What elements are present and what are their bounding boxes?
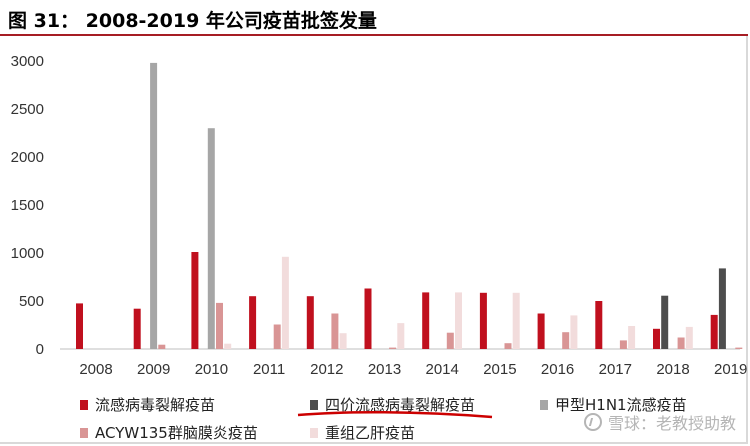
legend-swatch <box>310 427 318 438</box>
bar-4-2019 <box>735 347 743 349</box>
bar-1-2019 <box>710 314 718 349</box>
bar-4-2011 <box>273 324 281 349</box>
x-tick-label: 2018 <box>656 361 689 378</box>
bar-chart: 0 500 1000 1500 2000 2500 3000 2008 2009 2010 2011… <box>11 53 748 378</box>
legend-label: 四价流感病毒裂解疫苗 <box>325 396 476 414</box>
y-tick-label: 2500 <box>11 101 44 118</box>
bar-2-2019 <box>718 268 726 349</box>
watermark-text: 雪球：老教授助教 <box>607 414 736 433</box>
y-tick-label: 2000 <box>11 149 44 166</box>
x-tick-label: 2015 <box>483 361 516 378</box>
bar-1-2009 <box>133 308 141 349</box>
bar-1-2010 <box>191 252 199 349</box>
y-tick-label: 0 <box>36 341 44 358</box>
bar-5-2018 <box>685 326 693 349</box>
legend-label: 重组乙肝疫苗 <box>325 424 416 442</box>
bar-1-2016 <box>537 313 545 349</box>
y-tick-label: 500 <box>19 293 44 310</box>
y-tick-label: 1500 <box>11 197 44 214</box>
x-tick-label: 2017 <box>599 361 632 378</box>
y-tick-label: 3000 <box>11 53 44 70</box>
bar-5-2014 <box>455 292 462 349</box>
x-tick-label: 2008 <box>79 361 112 378</box>
bar-3-2009 <box>150 62 158 350</box>
bar-4-2016 <box>562 332 570 349</box>
watermark: 雪球：老教授助教 <box>583 410 736 434</box>
bar-4-2012 <box>331 313 339 349</box>
bar-1-2015 <box>479 292 487 349</box>
bar-1-2017 <box>595 301 603 349</box>
bar-3-2010 <box>207 128 215 349</box>
legend-label: 甲型H1N1流感疫苗 <box>555 396 687 414</box>
bar-5-2015 <box>512 292 520 349</box>
bar-4-2018 <box>677 337 685 349</box>
xueqiu-logo-icon <box>583 413 602 431</box>
bar-4-2017 <box>619 340 627 349</box>
bar-1-2008 <box>76 303 83 349</box>
title-divider <box>0 34 748 36</box>
x-tick-label: 2011 <box>253 361 285 378</box>
bar-1-2012 <box>306 296 314 349</box>
bar-4-2013 <box>389 347 397 349</box>
bar-5-2013 <box>397 323 405 349</box>
x-tick-label: 2016 <box>541 361 574 378</box>
x-tick-label: 2014 <box>426 361 459 378</box>
bar-5-2010 <box>224 343 232 349</box>
bar-5-2016 <box>570 315 578 349</box>
legend-item: 四价流感病毒裂解疫苗 <box>310 394 475 415</box>
legend-label: 流感病毒裂解疫苗 <box>95 396 216 414</box>
legend-item: 流感病毒裂解疫苗 <box>80 394 215 415</box>
bar-1-2013 <box>364 288 372 349</box>
chart-frame <box>0 36 748 444</box>
bar-1-2014 <box>422 292 430 349</box>
bar-4-2014 <box>446 332 454 349</box>
legend-swatch <box>80 399 88 410</box>
legend-item: 重组乙肝疫苗 <box>310 422 415 443</box>
y-tick-label: 1000 <box>11 245 44 262</box>
legend-label: ACYW135群脑膜炎疫苗 <box>95 424 258 442</box>
chart-legend: 流感病毒裂解疫苗 四价流感病毒裂解疫苗 甲型H1N1流感疫苗 ACYW135群脑膜炎疫… <box>0 388 750 446</box>
bar-4-2010 <box>216 302 223 349</box>
legend-item: ACYW135群脑膜炎疫苗 <box>80 422 258 443</box>
bar-5-2017 <box>628 326 636 349</box>
figure-title: 图 31： 2008-2019 年公司疫苗批签发量 <box>8 10 377 32</box>
x-tick-label: 2012 <box>310 361 343 378</box>
bar-1-2011 <box>249 296 257 349</box>
x-tick-label: 2009 <box>137 361 170 378</box>
bar-1-2018 <box>653 328 660 349</box>
legend-swatch <box>540 399 548 410</box>
bar-4-2009 <box>158 344 166 349</box>
bar-4-2015 <box>504 343 512 349</box>
legend-swatch <box>80 427 88 438</box>
bar-2-2018 <box>661 295 669 349</box>
x-tick-label: 2019 <box>714 361 747 378</box>
figure-title-bar: 图 31： 2008-2019 年公司疫苗批签发量 <box>0 0 750 36</box>
bar-5-2012 <box>339 333 347 349</box>
legend-item: 甲型H1N1流感疫苗 <box>540 394 687 415</box>
x-tick-label: 2013 <box>368 361 401 378</box>
bar-5-2011 <box>281 256 289 349</box>
x-tick-label: 2010 <box>195 361 228 378</box>
legend-swatch <box>310 399 318 410</box>
highlight-underline <box>297 410 493 419</box>
